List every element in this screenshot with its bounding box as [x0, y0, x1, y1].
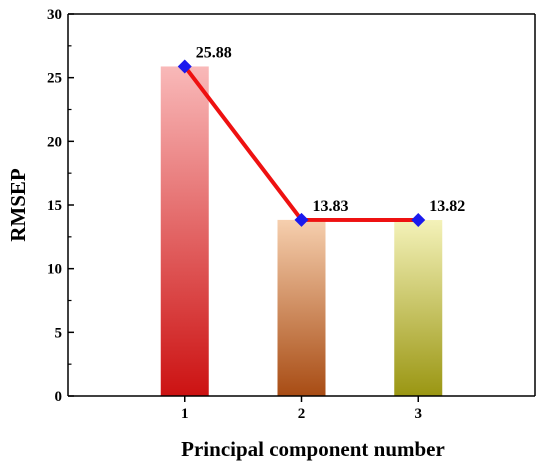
y-tick-label: 20	[47, 134, 62, 150]
y-tick-label: 0	[55, 389, 63, 405]
x-tick-label: 2	[298, 406, 306, 422]
y-axis-title: RMSEP	[6, 168, 30, 242]
diamond-marker	[294, 212, 309, 227]
diamond-marker	[411, 213, 426, 228]
y-tick-label: 15	[47, 198, 62, 214]
series-line-path	[183, 65, 419, 223]
y-tick-label: 5	[55, 325, 63, 341]
data-label: 13.82	[429, 198, 465, 215]
diamond-marker	[177, 59, 192, 74]
x-tick-label: 3	[415, 406, 423, 422]
data-label: 25.88	[196, 44, 232, 61]
x-tick-label: 1	[181, 406, 189, 422]
x-axis-title: Principal component number	[181, 437, 445, 461]
y-tick-label: 25	[47, 71, 62, 87]
series-line	[177, 59, 426, 228]
bar	[160, 66, 209, 396]
data-label: 13.83	[313, 198, 349, 215]
y-tick-label: 30	[47, 7, 62, 23]
bar	[277, 219, 326, 396]
axes	[67, 13, 536, 402]
bars	[160, 66, 443, 396]
bar	[394, 220, 443, 396]
y-tick-label: 10	[47, 262, 62, 278]
labels: 25.88 13.83 13.82 0 5 10 15 20 25 30 1 2 3	[47, 7, 465, 422]
